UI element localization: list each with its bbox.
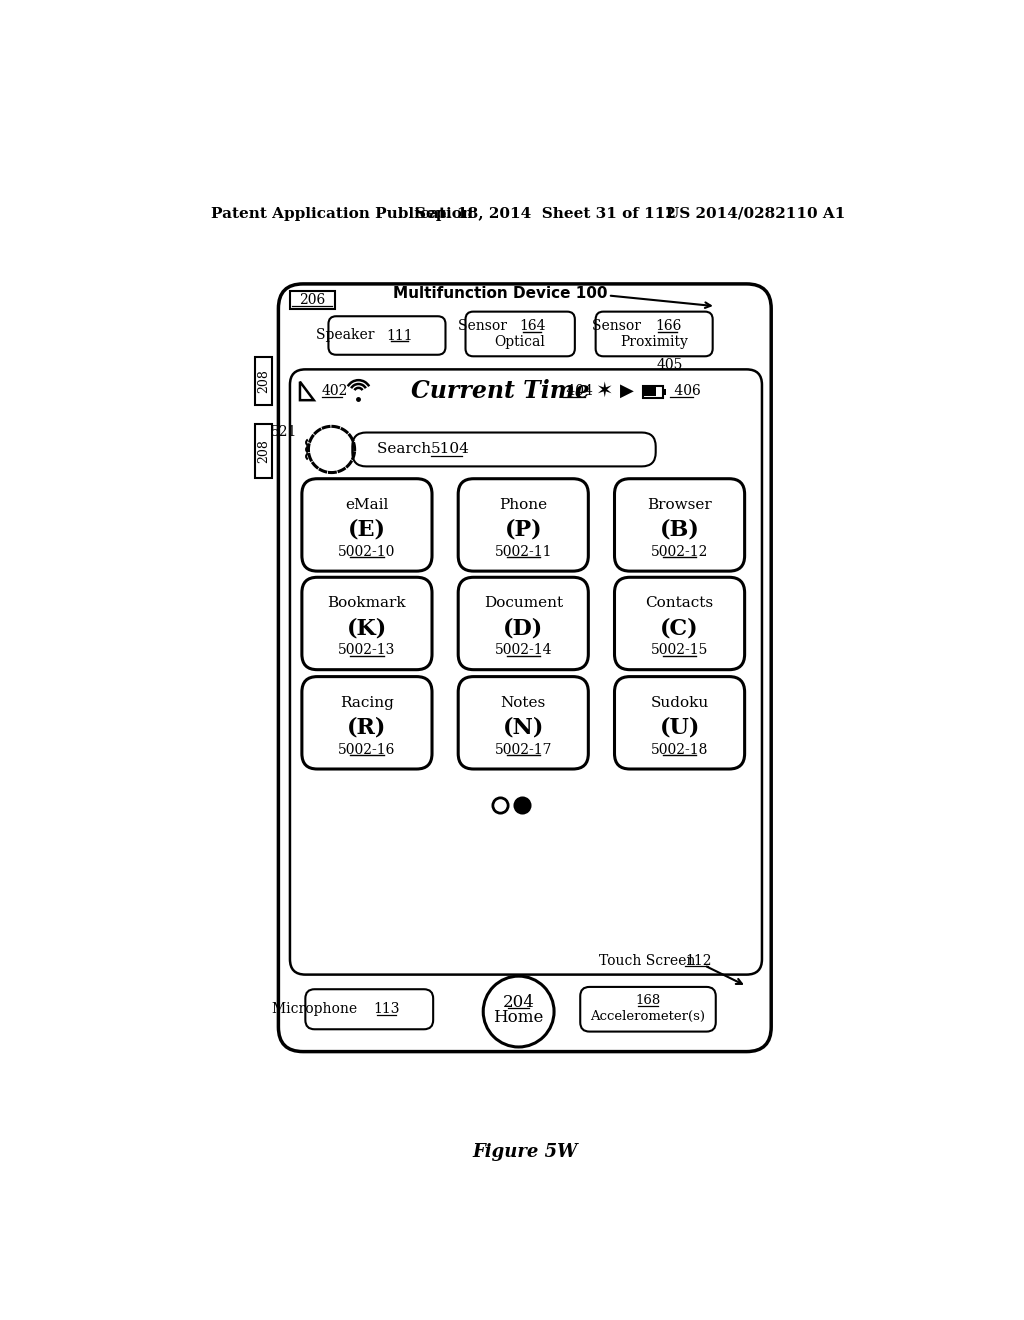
FancyBboxPatch shape	[302, 479, 432, 572]
Text: Search: Search	[377, 442, 436, 457]
FancyBboxPatch shape	[302, 677, 432, 770]
Text: 5002-16: 5002-16	[338, 743, 395, 756]
FancyBboxPatch shape	[290, 370, 762, 974]
Text: 111: 111	[386, 329, 413, 342]
Text: Browser: Browser	[647, 498, 712, 512]
Text: Current Time: Current Time	[411, 379, 590, 403]
Text: 5104: 5104	[431, 442, 470, 457]
Text: 206: 206	[299, 293, 326, 308]
FancyBboxPatch shape	[614, 479, 744, 572]
Text: 208: 208	[257, 440, 270, 463]
Text: Accelerometer(s): Accelerometer(s)	[591, 1010, 706, 1023]
FancyBboxPatch shape	[596, 312, 713, 356]
Text: (R): (R)	[347, 717, 387, 738]
Bar	[643, 385, 663, 397]
Text: Sep. 18, 2014  Sheet 31 of 112: Sep. 18, 2014 Sheet 31 of 112	[416, 207, 676, 220]
Text: Multifunction Device 100: Multifunction Device 100	[393, 285, 607, 301]
Text: Notes: Notes	[501, 696, 546, 710]
Bar	[255, 358, 272, 405]
Text: 5002-15: 5002-15	[651, 643, 709, 657]
FancyBboxPatch shape	[466, 312, 574, 356]
Text: Contacts: Contacts	[645, 597, 714, 610]
Text: (D): (D)	[503, 618, 544, 639]
Text: (P): (P)	[505, 519, 542, 541]
Text: 402: 402	[322, 384, 348, 397]
FancyBboxPatch shape	[302, 577, 432, 669]
Text: Racing: Racing	[340, 696, 394, 710]
Text: Microphone: Microphone	[272, 1002, 361, 1016]
Text: Phone: Phone	[499, 498, 547, 512]
FancyBboxPatch shape	[458, 577, 589, 669]
FancyBboxPatch shape	[279, 284, 771, 1052]
Text: Bookmark: Bookmark	[328, 597, 407, 610]
Text: (B): (B)	[659, 519, 699, 541]
FancyBboxPatch shape	[614, 677, 744, 770]
Text: 5002-12: 5002-12	[651, 545, 709, 558]
Text: 166: 166	[654, 319, 681, 333]
Text: 112: 112	[685, 954, 712, 968]
Text: Touch Screen: Touch Screen	[599, 954, 699, 968]
Text: 164: 164	[519, 319, 546, 333]
Text: 5002-13: 5002-13	[338, 643, 395, 657]
Text: (E): (E)	[348, 519, 386, 541]
Text: US 2014/0282110 A1: US 2014/0282110 A1	[666, 207, 845, 220]
Text: 5002-11: 5002-11	[495, 545, 552, 558]
Text: 5002-17: 5002-17	[495, 743, 552, 756]
Text: Patent Application Publication: Patent Application Publication	[211, 207, 473, 220]
Text: Sensor: Sensor	[592, 319, 645, 333]
FancyBboxPatch shape	[352, 433, 655, 466]
Text: Home: Home	[494, 1010, 544, 1026]
Text: 5002-10: 5002-10	[338, 545, 395, 558]
FancyBboxPatch shape	[458, 479, 589, 572]
Text: Proximity: Proximity	[621, 335, 688, 348]
Bar	[255, 424, 272, 478]
Text: 521: 521	[270, 425, 297, 438]
FancyBboxPatch shape	[614, 577, 744, 669]
Text: 204: 204	[503, 994, 535, 1011]
Text: 168: 168	[635, 994, 660, 1007]
Text: 5002-18: 5002-18	[651, 743, 709, 756]
Text: 208: 208	[257, 370, 270, 393]
Text: (U): (U)	[659, 717, 699, 738]
Bar	[644, 387, 656, 396]
Text: Speaker: Speaker	[316, 329, 379, 342]
Text: (N): (N)	[503, 717, 544, 738]
FancyBboxPatch shape	[329, 317, 445, 355]
Text: (C): (C)	[660, 618, 699, 639]
Text: 404: 404	[562, 384, 593, 397]
Text: 406: 406	[670, 384, 700, 397]
Text: Sudoku: Sudoku	[650, 696, 709, 710]
Text: 405: 405	[656, 358, 683, 372]
FancyBboxPatch shape	[305, 989, 433, 1030]
Text: Document: Document	[483, 597, 563, 610]
Text: 113: 113	[373, 1002, 399, 1016]
Bar	[290, 290, 335, 309]
Text: ▶: ▶	[620, 381, 634, 400]
Text: eMail: eMail	[345, 498, 389, 512]
Bar	[663, 388, 666, 395]
Text: Optical: Optical	[495, 335, 546, 348]
FancyBboxPatch shape	[581, 987, 716, 1032]
Text: Sensor: Sensor	[458, 319, 511, 333]
Text: (K): (K)	[347, 618, 387, 639]
Text: ✶: ✶	[595, 381, 612, 401]
Text: Figure 5W: Figure 5W	[472, 1143, 578, 1160]
FancyBboxPatch shape	[458, 677, 589, 770]
Text: 5002-14: 5002-14	[495, 643, 552, 657]
